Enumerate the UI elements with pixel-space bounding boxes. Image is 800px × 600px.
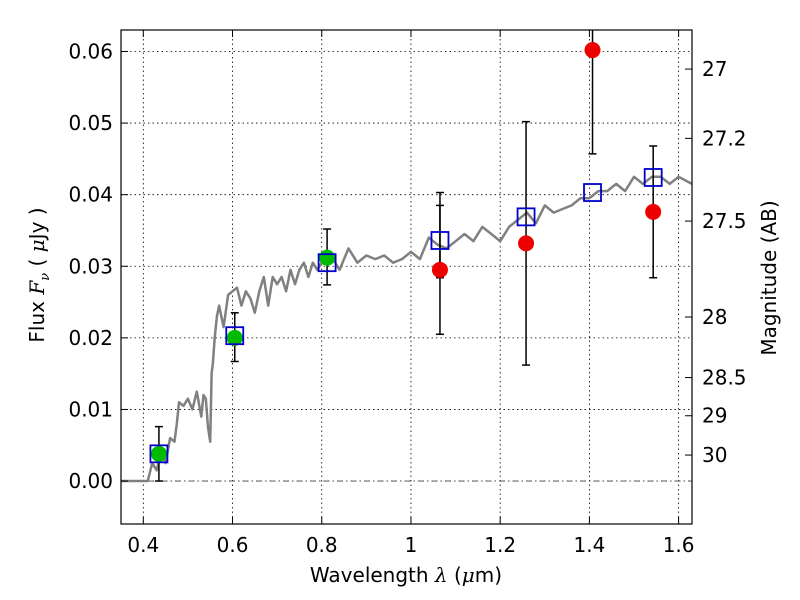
right-tick-label: 27: [702, 57, 727, 81]
data-point-square: [225, 326, 245, 346]
x-tick-label: 1.6: [663, 533, 695, 557]
data-point-circle: [431, 261, 448, 278]
data-point-circle: [584, 42, 601, 59]
right-tick-label: 28.5: [702, 366, 747, 390]
x-tick-label: 1: [405, 533, 418, 557]
y-tick-label: 0.03: [68, 254, 113, 278]
y-axis-label: Flux Fν ( μJy ): [25, 207, 53, 342]
x-tick-label: 0.6: [217, 533, 249, 557]
data-point-circle: [518, 235, 535, 252]
data-point-circle: [150, 445, 167, 462]
right-axis-label: Magnitude (AB): [757, 200, 781, 355]
data-point-circle: [226, 329, 243, 346]
x-axis-label: Wavelength λ (μm): [310, 563, 502, 587]
plot-area: [121, 30, 693, 483]
right-tick-label: 30: [702, 443, 727, 467]
data-point-square: [583, 183, 602, 202]
right-tick-label: 27.5: [702, 209, 747, 233]
data-point-circle: [645, 203, 662, 220]
data-point-square: [149, 444, 169, 464]
axis-ticks: 0.4 0.6 0.8 1 1.2 1.4 1.6 0.00 0.01 0.02 0.03 0.04 0…: [68, 30, 747, 557]
y-tick-label: 0.06: [68, 39, 113, 63]
y-tick-label: 0.05: [68, 111, 113, 135]
x-tick-label: 0.8: [306, 533, 338, 557]
x-tick-label: 1.4: [573, 533, 605, 557]
plot-frame: [120, 29, 693, 525]
right-tick-label: 29: [702, 404, 727, 428]
right-tick-label: 28: [702, 305, 727, 329]
data-point-square: [430, 231, 450, 250]
y-tick-label: 0.01: [68, 397, 113, 421]
data-point-square: [643, 168, 663, 187]
y-tick-label: 0.04: [68, 183, 113, 207]
x-tick-label: 0.4: [127, 533, 159, 557]
y-tick-label: 0.00: [68, 469, 113, 493]
x-tick-label: 1.2: [484, 533, 516, 557]
grid-lines: [121, 30, 692, 524]
template-sed-line: [121, 175, 693, 483]
y-tick-label: 0.02: [68, 326, 113, 350]
data-point-square: [317, 253, 337, 273]
data-point-circle: [319, 249, 336, 266]
right-tick-label: 27.2: [702, 126, 747, 150]
data-point-square: [516, 207, 536, 227]
